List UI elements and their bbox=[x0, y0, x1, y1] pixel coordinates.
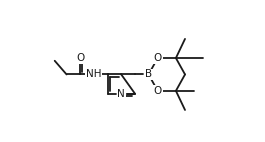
Text: O: O bbox=[76, 53, 84, 63]
Text: O: O bbox=[153, 53, 162, 63]
Text: B: B bbox=[145, 69, 152, 79]
Text: NH: NH bbox=[86, 69, 102, 79]
Text: N: N bbox=[117, 89, 125, 99]
Text: O: O bbox=[153, 86, 162, 96]
